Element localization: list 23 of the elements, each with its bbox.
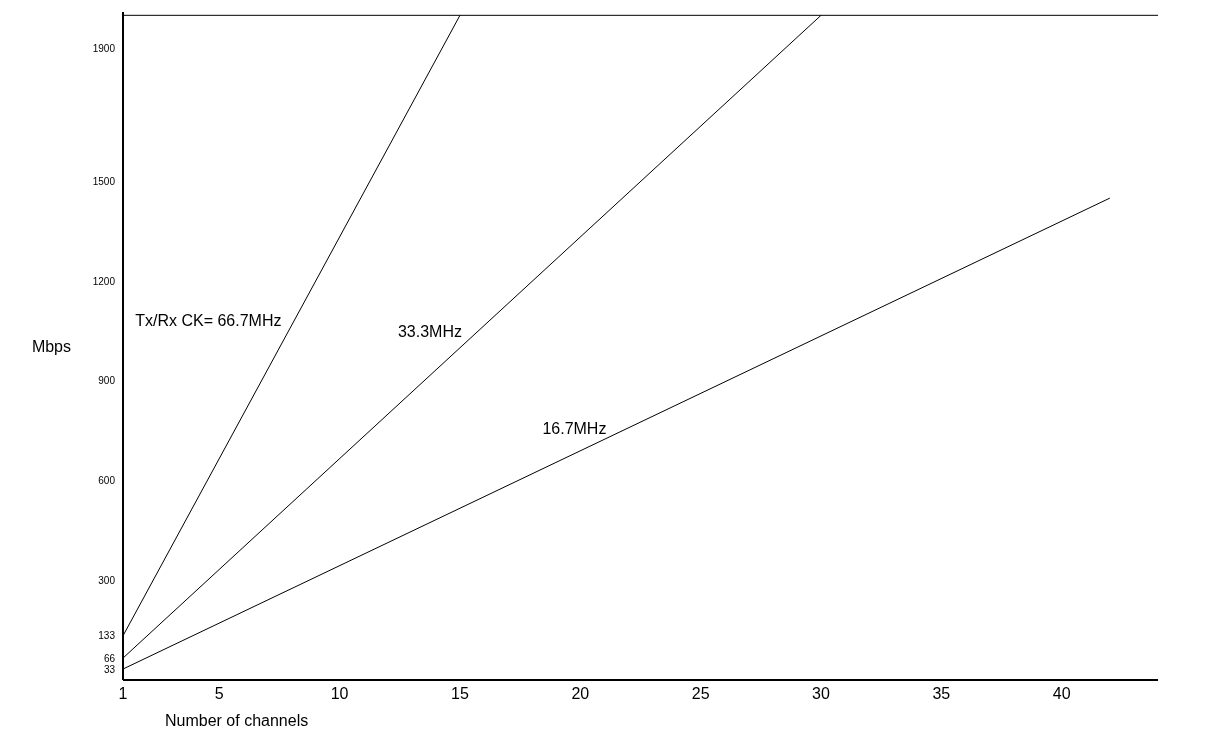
- x-tick-label: 20: [571, 685, 590, 703]
- series-label: 33.3MHz: [397, 322, 463, 340]
- series-label: Tx/Rx CK= 66.7MHz: [135, 311, 282, 329]
- x-tick-label: 40: [1052, 685, 1071, 703]
- y-axis-title: Mbps: [31, 337, 71, 355]
- y-tick-label: 300: [98, 574, 116, 586]
- x-tick-label: 30: [812, 685, 831, 703]
- y-tick-label: 66: [103, 652, 116, 664]
- series-label: 16.7MHz: [542, 419, 607, 437]
- x-tick-label: 35: [932, 685, 951, 703]
- y-tick-label: 33: [103, 663, 116, 675]
- y-tick-label: 900: [98, 375, 116, 387]
- y-tick-label: 133: [98, 630, 116, 642]
- y-tick-label: 1200: [92, 275, 116, 287]
- y-tick-label: 600: [98, 475, 116, 487]
- y-tick-label: 1900: [92, 43, 116, 55]
- x-tick-label: 1: [118, 685, 128, 703]
- x-tick-label: 5: [214, 685, 224, 703]
- x-axis-title: Number of channels: [165, 712, 309, 729]
- x-tick-label: 10: [330, 685, 349, 703]
- x-tick-label: 25: [691, 685, 710, 703]
- y-tick-label: 1500: [92, 175, 116, 187]
- x-tick-label: 15: [451, 685, 469, 703]
